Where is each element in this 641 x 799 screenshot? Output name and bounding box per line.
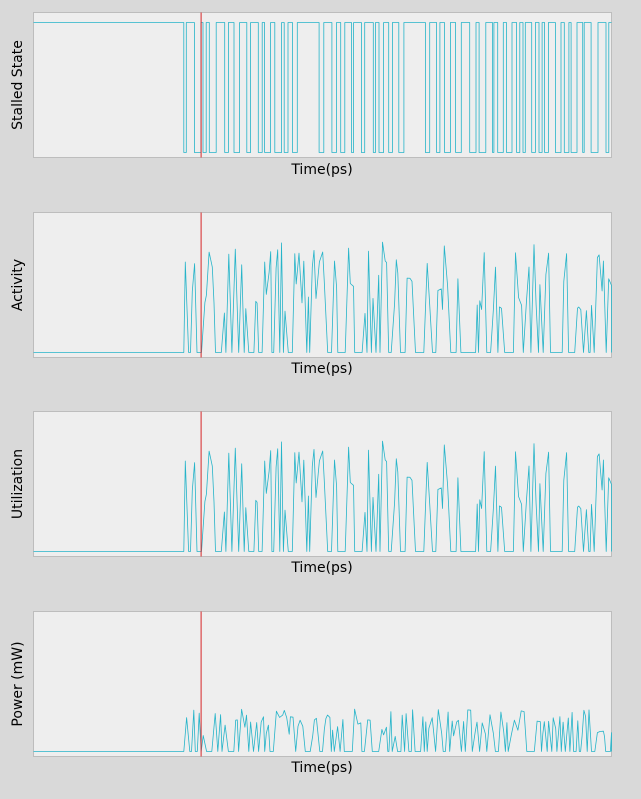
x-axis-label: Time(ps): [291, 361, 353, 377]
chart-panel-power: Power (mW) Time(ps): [0, 599, 641, 799]
chart-svg: [33, 12, 612, 158]
plot-area: [33, 611, 612, 757]
chart-panel-utilization: Utilization Time(ps): [0, 399, 641, 599]
chart-panel-stalled-state: Stalled State Time(ps): [0, 0, 641, 200]
series-line: [33, 708, 612, 752]
x-axis-label: Time(ps): [291, 560, 353, 576]
plot-area: [33, 411, 612, 557]
series-layer: [33, 708, 612, 752]
plot-area: [33, 12, 612, 158]
series-line: [33, 241, 612, 353]
series-layer: [33, 22, 612, 153]
x-axis-label: Time(ps): [291, 162, 353, 178]
x-axis-label: Time(ps): [291, 760, 353, 776]
series-line: [33, 440, 612, 552]
chart-svg: [33, 611, 612, 757]
plot-area: [33, 212, 612, 358]
chart-svg: [33, 212, 612, 358]
chart-svg: [33, 411, 612, 557]
series-layer: [33, 241, 612, 353]
series-layer: [33, 440, 612, 552]
chart-panel-activity: Activity Time(ps): [0, 200, 641, 400]
series-line: [33, 22, 612, 153]
